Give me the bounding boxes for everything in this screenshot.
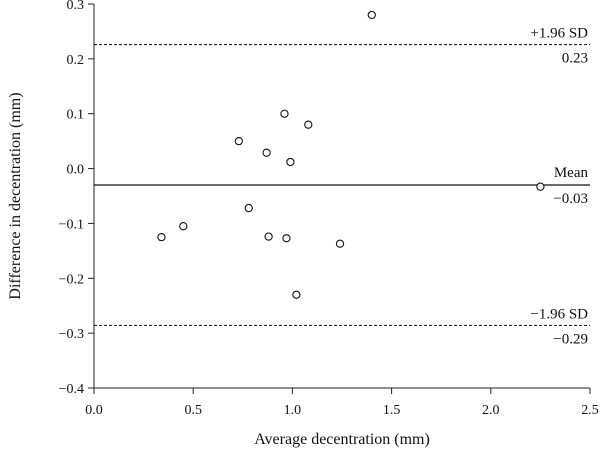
data-point — [304, 120, 313, 129]
data-point — [244, 203, 253, 213]
data-point — [335, 239, 345, 248]
data-point — [157, 232, 166, 242]
y-tick-label: −0.1 — [59, 217, 84, 232]
data-point — [264, 232, 273, 241]
data-point — [280, 109, 289, 118]
data-point — [286, 157, 295, 167]
y-tick-label: 0.3 — [67, 0, 85, 13]
data-point — [262, 148, 271, 157]
y-axis-title: Difference in decentration (mm) — [7, 92, 24, 299]
data-point — [179, 222, 188, 231]
y-tick-label: 0.2 — [67, 53, 85, 68]
x-tick-label: 0.5 — [184, 403, 202, 418]
y-axis-ticks: 0.3 0.2 0.1 0.0 −0.1 −0.2 −0.3 −0.4 — [59, 0, 94, 397]
data-point — [292, 290, 301, 299]
x-tick-label: 2.5 — [581, 403, 599, 418]
y-tick-label: 0.0 — [67, 163, 85, 178]
y-tick-label: −0.2 — [59, 272, 84, 287]
x-axis-title: Average decentration (mm) — [254, 431, 430, 448]
y-tick-label: 0.1 — [67, 108, 85, 123]
data-point — [282, 234, 291, 243]
lower-limit-value: −0.29 — [553, 331, 588, 347]
x-tick-label: 0.0 — [85, 403, 103, 418]
x-tick-label: 2.0 — [482, 403, 500, 418]
data-point — [536, 182, 545, 191]
upper-limit-value: 0.23 — [562, 51, 588, 67]
x-tick-label: 1.0 — [284, 403, 302, 418]
mean-value: −0.03 — [553, 191, 588, 207]
data-point — [234, 136, 243, 146]
y-tick-label: −0.3 — [59, 327, 84, 342]
mean-name: Mean — [554, 165, 589, 181]
y-tick-label: −0.4 — [59, 382, 84, 397]
data-point — [367, 10, 376, 20]
x-tick-label: 1.5 — [383, 403, 401, 418]
x-axis-ticks: 0.0 0.5 1.0 1.5 2.0 2.5 — [85, 388, 599, 418]
upper-limit-name: +1.96 SD — [530, 26, 588, 42]
lower-limit-name: −1.96 SD — [530, 306, 588, 322]
data-points — [157, 10, 545, 299]
